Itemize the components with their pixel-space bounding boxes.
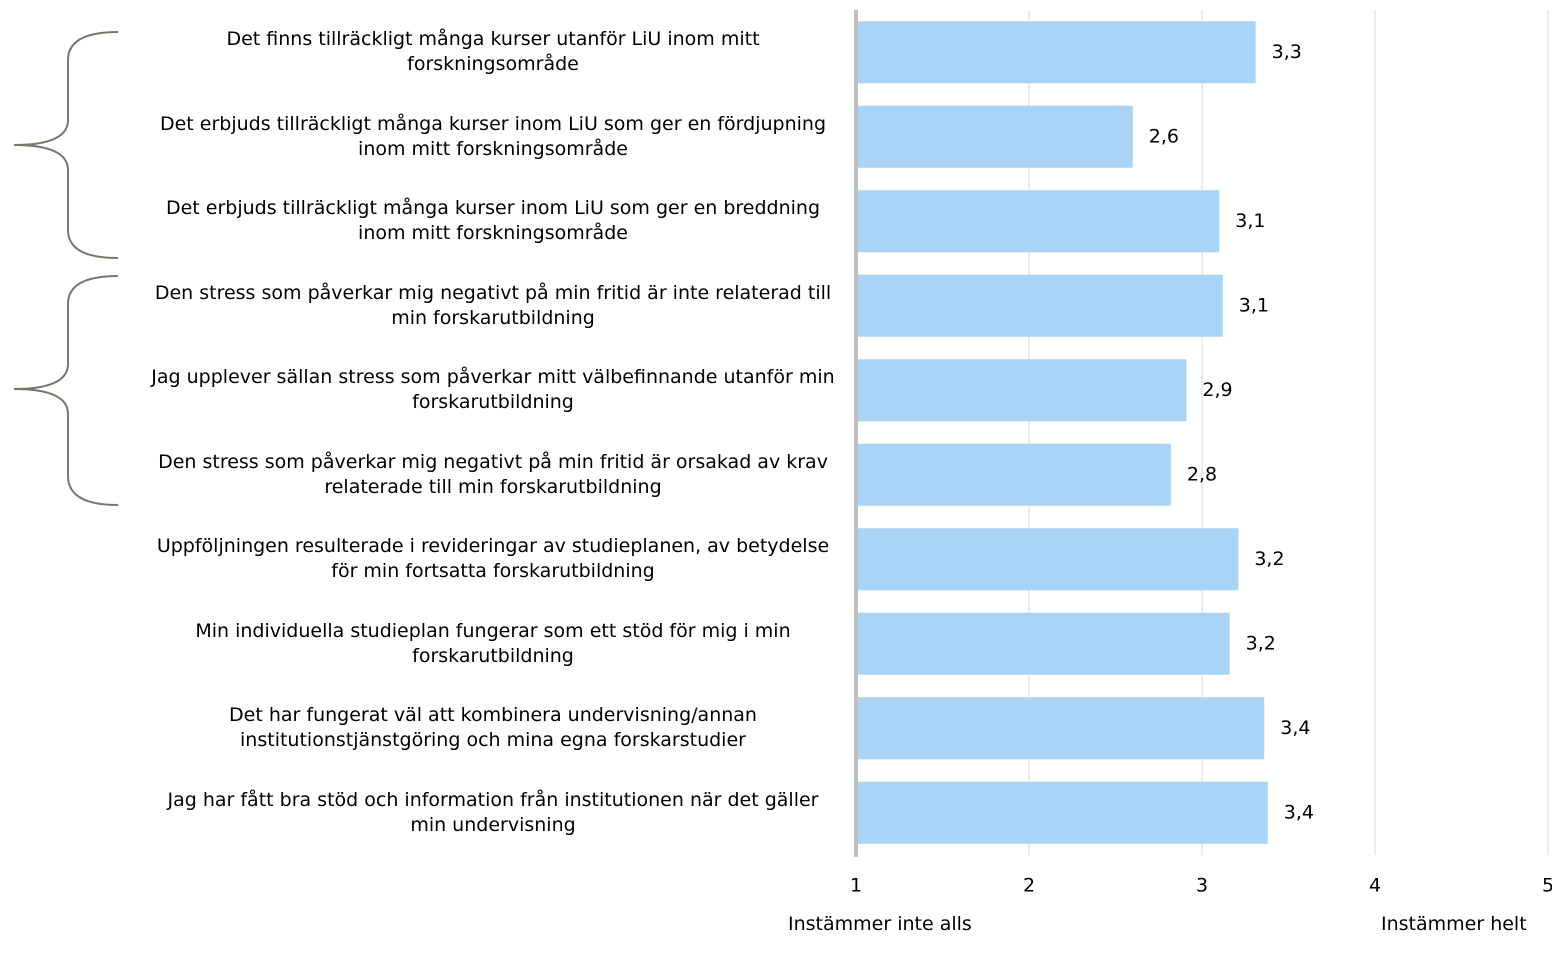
category-label: Jag har fått bra stöd och information fr… bbox=[167, 788, 819, 836]
bar bbox=[856, 359, 1187, 422]
bar bbox=[856, 190, 1220, 253]
value-label: 2,6 bbox=[1149, 125, 1179, 147]
category-label: Det har fungerat väl att kombinera under… bbox=[229, 704, 757, 752]
bar bbox=[856, 105, 1133, 168]
value-label: 3,2 bbox=[1246, 632, 1276, 654]
bar bbox=[856, 21, 1256, 84]
value-label: 3,3 bbox=[1272, 41, 1302, 63]
value-label: 3,4 bbox=[1284, 801, 1314, 823]
bar bbox=[856, 443, 1171, 506]
category-label: Den stress som påverkar mig negativt på … bbox=[158, 450, 828, 498]
bar bbox=[856, 274, 1223, 337]
x-tick-label: 5 bbox=[1542, 875, 1552, 897]
value-label: 2,9 bbox=[1202, 379, 1232, 401]
category-label: Den stress som påverkar mig negativt på … bbox=[154, 281, 832, 329]
value-label: 3,2 bbox=[1254, 548, 1284, 570]
group-brace bbox=[13, 31, 119, 259]
x-tick-label: 3 bbox=[1196, 875, 1208, 897]
value-label: 3,1 bbox=[1235, 210, 1265, 232]
category-label: Det erbjuds tillräckligt många kurser in… bbox=[159, 112, 827, 160]
group-brace bbox=[13, 275, 119, 506]
value-label: 2,8 bbox=[1187, 463, 1217, 485]
bar bbox=[856, 612, 1230, 675]
category-label: Uppföljningen resulterade i revideringar… bbox=[156, 535, 830, 583]
axis-annotation: Instämmer inte alls bbox=[788, 913, 972, 935]
category-label: Jag upplever sällan stress som påverkar … bbox=[151, 366, 835, 414]
category-label: Det finns tillräckligt många kurser utan… bbox=[226, 28, 760, 76]
axis-annotation: Instämmer helt bbox=[1381, 913, 1527, 935]
value-label: 3,1 bbox=[1239, 294, 1269, 316]
bar bbox=[856, 697, 1265, 760]
bar bbox=[856, 528, 1239, 591]
x-tick-label: 2 bbox=[1023, 875, 1035, 897]
bar bbox=[856, 781, 1268, 844]
value-label: 3,4 bbox=[1280, 717, 1310, 739]
x-tick-label: 4 bbox=[1369, 875, 1381, 897]
category-label: Min individuella studieplan fungerar som… bbox=[195, 619, 791, 667]
category-label: Det erbjuds tillräckligt många kurser in… bbox=[165, 197, 821, 245]
x-tick-label: 1 bbox=[850, 875, 862, 897]
